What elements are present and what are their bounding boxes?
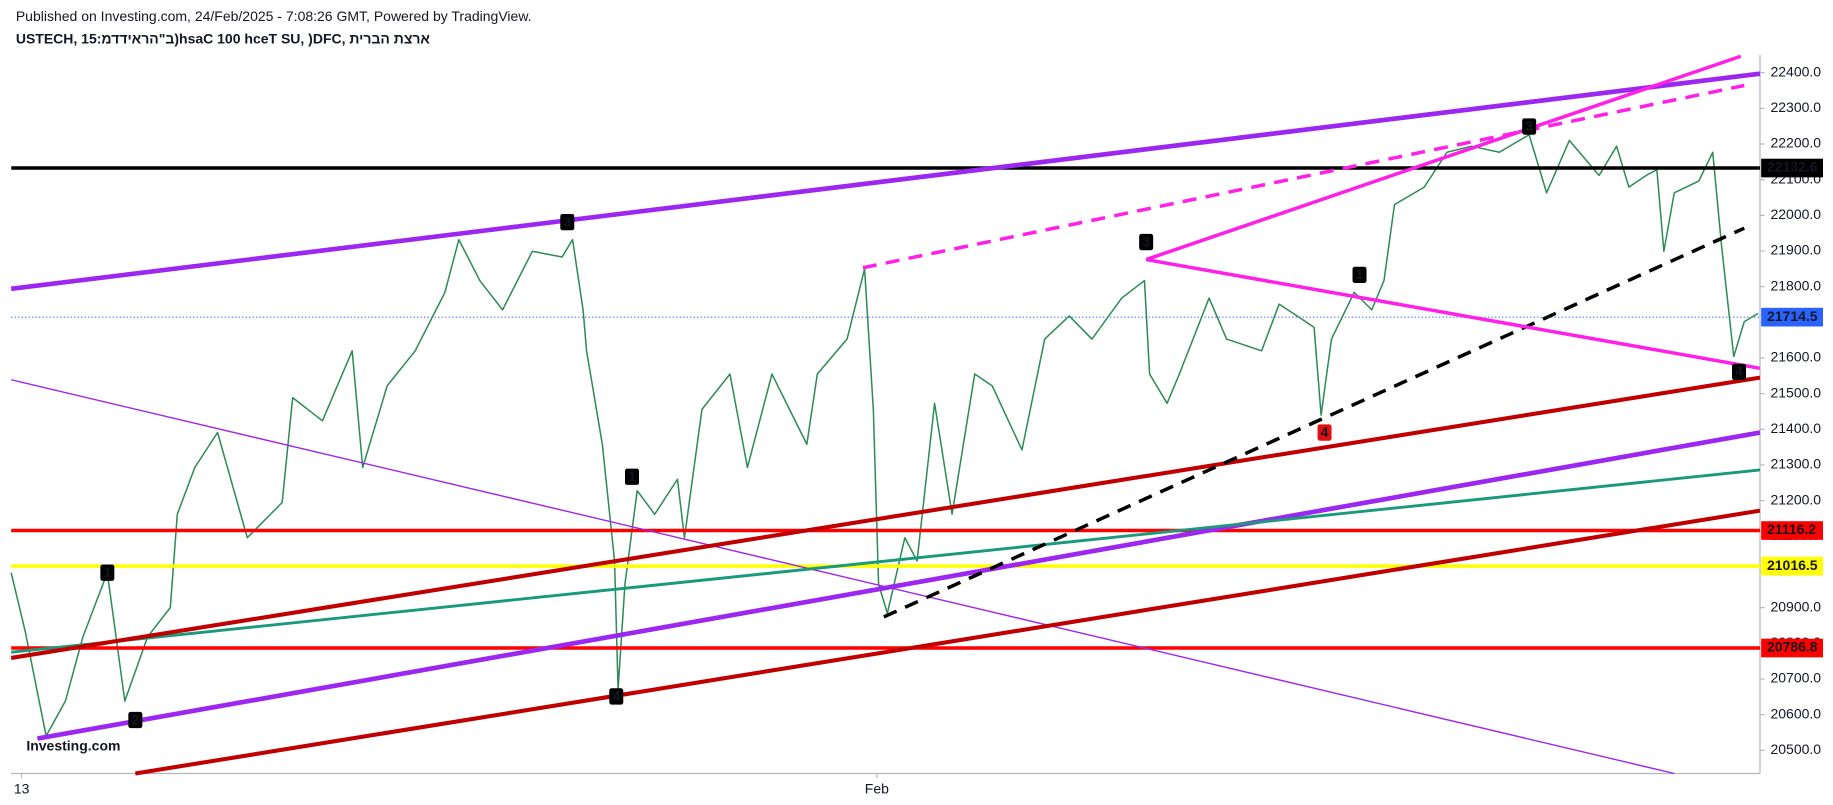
y-tick-label: 21600.0 — [1771, 349, 1822, 365]
watermark: Investing.com — [26, 737, 120, 753]
y-tick-label: 22000.0 — [1771, 206, 1822, 222]
wave-marker — [560, 213, 575, 231]
plot-area — [10, 133, 1760, 737]
trendline — [1145, 54, 1742, 262]
y-tick-label: 21800.0 — [1771, 277, 1822, 293]
level-price-tag — [1761, 638, 1823, 658]
trendline — [36, 430, 1761, 741]
level-price-tag — [1761, 158, 1823, 178]
wave-marker-label: 4 — [1321, 424, 1329, 440]
x-tick-label: Feb — [865, 781, 889, 797]
trendline — [135, 508, 1761, 776]
wave-marker-label: 1 — [1356, 266, 1364, 282]
trendline — [10, 71, 1761, 292]
trendline — [11, 468, 1761, 654]
trendline — [11, 379, 1675, 775]
trendline — [883, 226, 1745, 619]
y-tick-label: 21300.0 — [1771, 456, 1822, 472]
y-tick-label: 20700.0 — [1771, 670, 1822, 686]
y-tick-label: 22400.0 — [1771, 63, 1822, 79]
price-line — [10, 133, 1759, 737]
wave-marker — [1317, 424, 1332, 441]
overlay: 1 2 3 1 4 3 4 1 3 4 — [10, 54, 1761, 776]
level-price-label: 20786.8 — [1767, 639, 1818, 655]
wave-marker-label: 3 — [563, 213, 571, 229]
wave-marker-label: 4 — [612, 688, 620, 704]
wave-marker — [100, 564, 115, 581]
trendline — [10, 375, 1761, 660]
wave-marker — [1522, 118, 1537, 135]
y-tick-label: 22300.0 — [1771, 99, 1822, 115]
level-price-tag — [1761, 556, 1823, 576]
x-tick-label: 13 — [14, 781, 30, 797]
wave-marker — [625, 468, 640, 485]
level-price-label: 22132.6 — [1767, 159, 1818, 175]
y-tick-label: 21900.0 — [1771, 242, 1822, 258]
trendline — [1145, 257, 1761, 371]
published-note: Published on Investing.com, 24/Feb/2025 … — [16, 8, 532, 24]
level-price-tag — [1761, 521, 1823, 540]
y-tick-label: 20900.0 — [1771, 598, 1822, 614]
wave-marker-label: 3 — [1142, 233, 1150, 249]
last-price-tag — [1761, 307, 1823, 327]
y-tick-label: 21400.0 — [1771, 420, 1822, 436]
level-price-label: 21116.2 — [1767, 521, 1816, 537]
y-tick-label: 20500.0 — [1771, 741, 1822, 757]
last-price-label: 21714.5 — [1767, 308, 1818, 324]
wave-marker-label: 1 — [628, 468, 636, 484]
wave-marker — [128, 711, 143, 729]
y-tick-label: 20600.0 — [1771, 705, 1822, 721]
wave-marker — [1139, 233, 1154, 251]
wave-marker — [1352, 266, 1367, 284]
chart-title: USTECH, 15:מדדיארה"ב)hsaC 100 hceT SU, )… — [16, 30, 431, 46]
wave-marker-label: 1 — [103, 564, 111, 580]
wave-marker-label: 3 — [1525, 118, 1533, 134]
y-tick-label: 21500.0 — [1771, 384, 1822, 400]
level-price-label: 21016.5 — [1767, 557, 1818, 573]
wave-marker — [609, 688, 624, 705]
wave-marker-label: 2 — [131, 711, 139, 727]
y-tick-label: 22200.0 — [1771, 135, 1822, 151]
wave-marker — [1732, 363, 1747, 381]
wave-marker-label: 4 — [1735, 363, 1743, 379]
y-tick-label: 21200.0 — [1771, 491, 1822, 507]
trendline — [862, 83, 1745, 270]
